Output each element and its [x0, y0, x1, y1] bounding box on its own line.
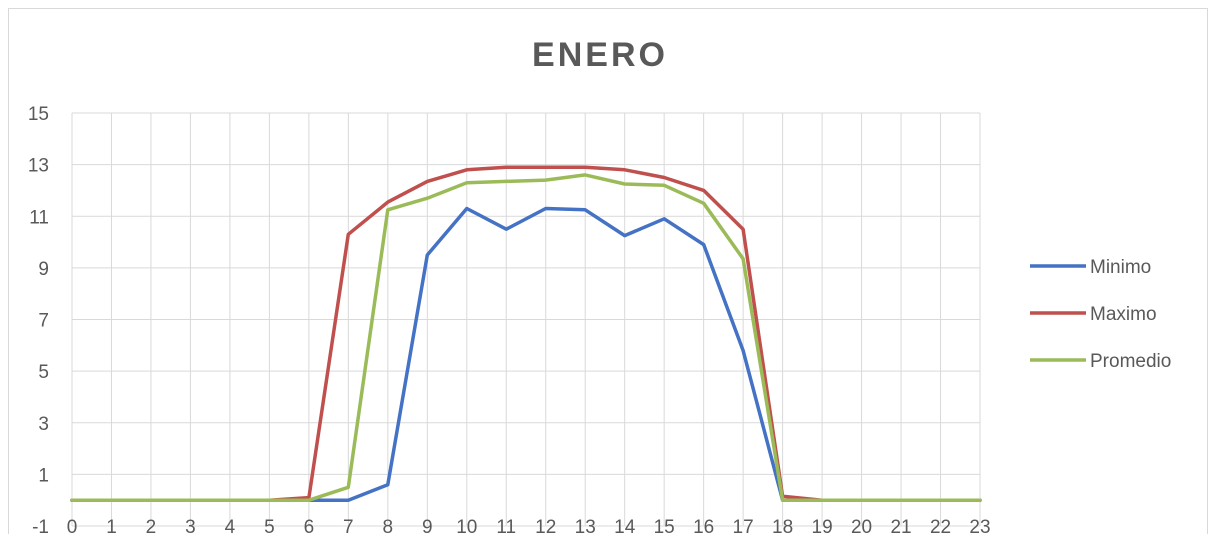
x-tick-label-14: 14	[614, 517, 636, 534]
x-tick-label-11: 11	[496, 517, 516, 534]
x-tick-label-18: 18	[772, 517, 793, 534]
series-lines	[70, 165, 982, 502]
legend-label-minimo: Minimo	[1090, 257, 1151, 278]
grid-lines	[71, 112, 981, 527]
y-tick-label-8: 15	[28, 104, 49, 125]
x-tick-label-6: 6	[304, 517, 315, 534]
legend-label-promedio: Promedio	[1090, 351, 1171, 372]
x-tick-label-0: 0	[67, 517, 78, 534]
y-tick-label-5: 9	[38, 259, 49, 280]
series-line-promedio	[70, 173, 982, 502]
series-line-minimo	[70, 206, 982, 502]
x-tick-label-5: 5	[264, 517, 275, 534]
legend: Minimo Maximo Promedio	[1030, 257, 1171, 372]
x-tick-label-17: 17	[733, 517, 754, 534]
y-tick-label-0: -1	[32, 517, 49, 534]
x-axis-tick-labels: 0 1 2 3 4 5 6 7 8 9 10 11 12 13 14 15 16 17 18 19 20 21 22 23	[67, 517, 991, 534]
x-tick-label-12: 12	[535, 517, 556, 534]
x-tick-label-23: 23	[969, 517, 990, 534]
chart-area	[8, 8, 1208, 534]
y-tick-label-7: 13	[28, 156, 49, 177]
chart-title: ENERO	[532, 36, 668, 74]
x-tick-label-20: 20	[851, 517, 872, 534]
x-tick-label-10: 10	[456, 517, 477, 534]
x-tick-label-13: 13	[575, 517, 596, 534]
x-tick-label-16: 16	[693, 517, 714, 534]
x-tick-label-22: 22	[930, 517, 951, 534]
x-tick-label-8: 8	[383, 517, 394, 534]
x-tick-label-4: 4	[225, 517, 236, 534]
x-tick-label-1: 1	[106, 517, 117, 534]
x-tick-label-9: 9	[422, 517, 433, 534]
x-tick-label-15: 15	[654, 517, 675, 534]
x-tick-label-19: 19	[812, 517, 833, 534]
y-tick-label-6: 11	[29, 207, 49, 228]
x-tick-label-3: 3	[185, 517, 196, 534]
x-tick-label-7: 7	[343, 517, 354, 534]
x-tick-label-2: 2	[146, 517, 157, 534]
y-tick-label-2: 3	[38, 414, 49, 435]
x-tick-label-21: 21	[890, 517, 911, 534]
y-tick-label-3: 5	[38, 362, 49, 383]
y-tick-label-4: 7	[38, 311, 49, 332]
legend-label-maximo: Maximo	[1090, 304, 1157, 325]
y-tick-label-1: 1	[38, 465, 49, 486]
